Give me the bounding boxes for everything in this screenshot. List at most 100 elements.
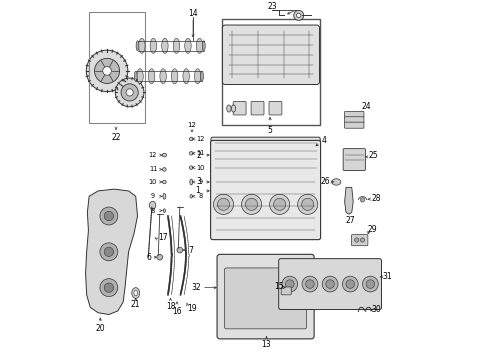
Text: 7: 7	[188, 246, 193, 255]
Ellipse shape	[195, 69, 201, 84]
Ellipse shape	[149, 201, 156, 209]
Text: 4: 4	[321, 136, 326, 145]
Circle shape	[104, 283, 114, 292]
Ellipse shape	[160, 69, 166, 84]
Ellipse shape	[196, 38, 203, 53]
Circle shape	[126, 89, 133, 96]
Ellipse shape	[215, 175, 228, 191]
Text: 24: 24	[362, 102, 371, 111]
Text: 12: 12	[149, 152, 157, 158]
Circle shape	[282, 276, 297, 292]
Text: 27: 27	[346, 216, 356, 225]
Ellipse shape	[190, 194, 193, 198]
Circle shape	[360, 198, 365, 202]
Circle shape	[326, 280, 334, 288]
Text: 12: 12	[196, 136, 204, 142]
Text: 5: 5	[268, 126, 272, 135]
Circle shape	[86, 50, 128, 92]
Ellipse shape	[200, 71, 203, 81]
Text: 8: 8	[198, 193, 202, 199]
Polygon shape	[344, 187, 353, 214]
Circle shape	[343, 276, 358, 292]
Circle shape	[270, 194, 290, 215]
Text: 16: 16	[172, 307, 182, 316]
Circle shape	[302, 276, 318, 292]
Text: 18: 18	[166, 302, 175, 311]
Ellipse shape	[136, 41, 139, 51]
Text: 29: 29	[368, 225, 377, 234]
Text: 19: 19	[187, 303, 197, 312]
Text: 12: 12	[188, 122, 196, 128]
FancyBboxPatch shape	[224, 268, 307, 329]
Ellipse shape	[163, 209, 166, 212]
Circle shape	[103, 67, 111, 75]
Circle shape	[100, 207, 118, 225]
Ellipse shape	[183, 69, 190, 84]
Text: 10: 10	[196, 165, 204, 171]
Bar	[221, 19, 320, 125]
FancyBboxPatch shape	[344, 111, 364, 117]
Ellipse shape	[185, 38, 191, 53]
Ellipse shape	[303, 175, 317, 191]
Circle shape	[286, 280, 294, 288]
Ellipse shape	[163, 180, 166, 184]
Text: 13: 13	[262, 341, 271, 350]
Circle shape	[244, 148, 258, 162]
Circle shape	[273, 148, 288, 162]
Ellipse shape	[172, 69, 178, 84]
Circle shape	[100, 243, 118, 261]
Circle shape	[95, 58, 120, 84]
Ellipse shape	[273, 175, 287, 191]
Ellipse shape	[190, 152, 193, 155]
Circle shape	[218, 198, 230, 211]
FancyBboxPatch shape	[269, 102, 282, 115]
FancyBboxPatch shape	[233, 102, 246, 115]
FancyBboxPatch shape	[343, 149, 366, 171]
Circle shape	[360, 238, 365, 242]
Text: 2: 2	[196, 150, 201, 159]
FancyBboxPatch shape	[212, 172, 319, 194]
Text: 8: 8	[151, 208, 155, 213]
Ellipse shape	[139, 38, 145, 53]
Text: 25: 25	[368, 151, 378, 160]
Circle shape	[346, 280, 355, 288]
Circle shape	[297, 194, 318, 215]
Circle shape	[214, 194, 234, 215]
Circle shape	[302, 148, 317, 162]
Ellipse shape	[173, 38, 180, 53]
Text: 14: 14	[188, 9, 198, 18]
Circle shape	[100, 279, 118, 297]
FancyBboxPatch shape	[222, 25, 319, 85]
Ellipse shape	[190, 179, 193, 185]
Ellipse shape	[134, 71, 137, 81]
Ellipse shape	[132, 288, 140, 298]
Circle shape	[177, 247, 183, 253]
Text: 15: 15	[274, 283, 284, 292]
Ellipse shape	[163, 193, 166, 199]
FancyBboxPatch shape	[211, 137, 320, 173]
Ellipse shape	[190, 166, 193, 170]
Text: 21: 21	[131, 300, 141, 309]
Text: 3: 3	[196, 177, 201, 186]
Circle shape	[273, 198, 286, 211]
Text: 20: 20	[96, 324, 105, 333]
Ellipse shape	[190, 137, 193, 141]
Text: 31: 31	[382, 273, 392, 282]
Circle shape	[355, 238, 359, 242]
FancyBboxPatch shape	[217, 254, 314, 339]
Text: 11: 11	[149, 166, 157, 172]
Text: 9: 9	[198, 179, 202, 185]
Text: 17: 17	[158, 233, 168, 242]
Ellipse shape	[163, 168, 166, 171]
Circle shape	[306, 280, 314, 288]
Text: 28: 28	[371, 194, 381, 203]
Circle shape	[302, 198, 314, 211]
Circle shape	[366, 280, 375, 288]
Text: 26: 26	[321, 177, 330, 186]
Ellipse shape	[137, 69, 143, 84]
Ellipse shape	[294, 10, 304, 21]
Circle shape	[215, 148, 229, 162]
Circle shape	[157, 254, 163, 260]
Text: 10: 10	[149, 179, 157, 185]
Ellipse shape	[134, 290, 138, 296]
